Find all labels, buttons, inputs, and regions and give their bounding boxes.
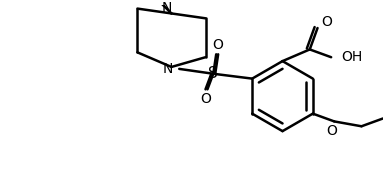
- Text: N: N: [163, 62, 173, 76]
- Text: O: O: [326, 124, 337, 138]
- Text: N: N: [161, 1, 172, 15]
- Text: OH: OH: [341, 50, 362, 64]
- Text: S: S: [208, 66, 218, 81]
- Text: O: O: [213, 37, 223, 52]
- Text: O: O: [321, 15, 332, 29]
- Text: O: O: [200, 92, 211, 106]
